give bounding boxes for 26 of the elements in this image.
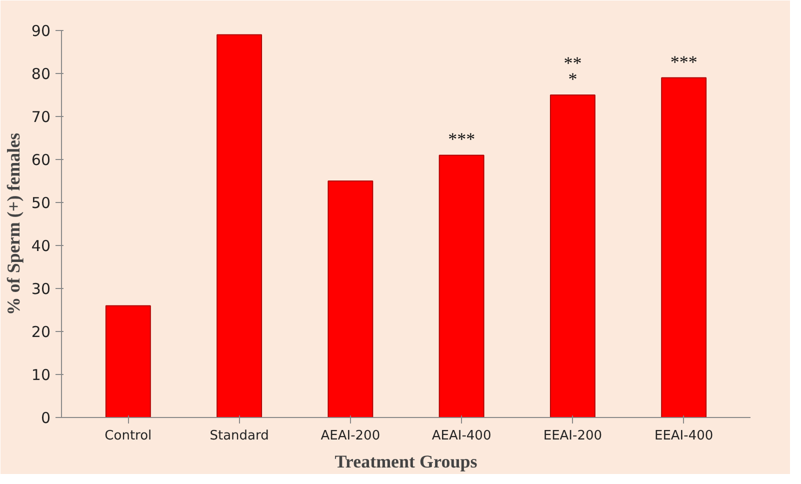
x-tick-label: Standard <box>210 428 269 444</box>
x-tick-label: AEAI-400 <box>432 428 492 444</box>
annotation: *** <box>670 52 698 72</box>
y-tick-label: 90 <box>31 22 51 40</box>
bar <box>438 154 484 418</box>
bar <box>105 305 151 418</box>
y-tick-label: 80 <box>31 65 51 83</box>
bar <box>216 34 262 418</box>
bar <box>550 94 596 418</box>
y-tick-label: 10 <box>31 366 51 384</box>
x-tick-label: EEAI-200 <box>543 428 602 444</box>
bar <box>661 77 707 418</box>
x-tick-label: EEAI-400 <box>654 428 714 444</box>
annotation: *** <box>448 129 476 150</box>
y-tick-label: 60 <box>31 151 51 169</box>
bar <box>328 180 374 418</box>
y-tick-label: 20 <box>31 323 51 341</box>
y-tick-label: 40 <box>31 237 51 255</box>
x-tick-label: Control <box>104 428 152 444</box>
y-tick-label: 70 <box>31 108 51 126</box>
y-tick-label: 50 <box>31 194 51 212</box>
y-axis-title: % of Sperm (+) females <box>3 132 24 316</box>
y-tick-label: 0 <box>40 409 51 427</box>
y-tick-label: 30 <box>31 280 51 298</box>
x-tick-label: AEAI-200 <box>320 428 380 444</box>
x-axis-title: Treatment Groups <box>334 452 478 472</box>
